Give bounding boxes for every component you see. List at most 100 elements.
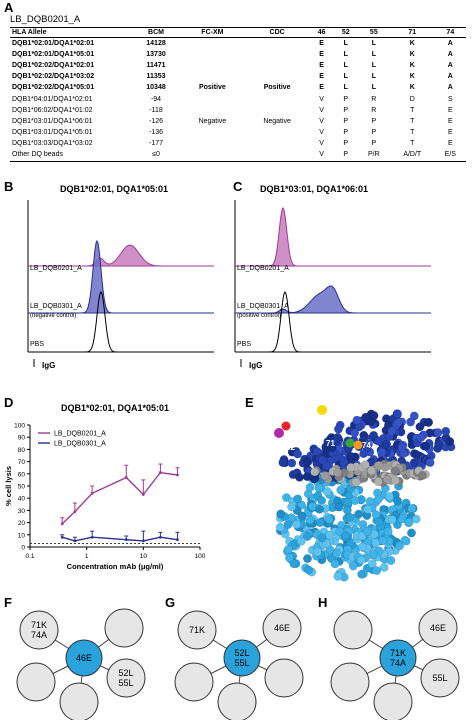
atom	[367, 559, 377, 569]
atom	[292, 520, 301, 529]
table-cell	[245, 38, 310, 50]
table-cell: K	[409, 61, 415, 69]
network-node-label-sat1: 71K	[189, 625, 205, 635]
table-cell: P	[371, 140, 377, 148]
atom	[409, 458, 419, 467]
y-tick-label: 80	[18, 447, 26, 454]
atom	[336, 485, 346, 495]
network-node	[262, 608, 302, 648]
table-cell: DQB1*04:01/DQA1*02:01	[12, 95, 93, 103]
flow-b-title: DQB1*02:01, DQA1*05:01	[60, 184, 169, 194]
atom	[416, 433, 426, 442]
table-cell: A	[447, 50, 453, 58]
table-cell: V	[319, 95, 324, 103]
network-node	[19, 610, 59, 650]
panel-label-d: D	[4, 395, 14, 410]
network-center-label: 52L	[234, 648, 249, 658]
network-center-node	[223, 639, 261, 677]
atom	[332, 548, 342, 558]
atom	[330, 559, 340, 569]
table-row: DQB1*03:03/DQA1*03:02 -177 V P P T E	[10, 139, 466, 150]
atom	[357, 531, 367, 541]
atom	[364, 439, 373, 449]
atom	[374, 461, 384, 470]
atom	[373, 477, 383, 487]
table-cell: -177	[149, 140, 164, 148]
atom	[393, 418, 403, 428]
atom	[397, 443, 407, 452]
atom	[417, 471, 427, 480]
network-node	[104, 608, 144, 648]
y-tick-label: 50	[18, 484, 26, 491]
y-tick-label: 60	[18, 471, 26, 478]
table-cell	[180, 139, 245, 150]
atom	[367, 466, 377, 476]
panel-label-a: A	[4, 0, 14, 15]
table-cell: V	[319, 129, 324, 137]
atom	[369, 411, 379, 421]
x-tick-label: 100	[195, 553, 206, 560]
table-cell: A	[447, 61, 453, 69]
table-cell: L	[343, 39, 348, 47]
residue-label: 55	[306, 425, 315, 434]
table-cell: L	[371, 50, 376, 58]
atom	[276, 509, 286, 519]
table-cell	[245, 60, 310, 71]
network-center-label: 46E	[76, 653, 92, 663]
table-cell: E	[319, 73, 324, 81]
data-point	[158, 535, 162, 539]
table-row: DQB1*02:01/DQA1*02:01 14128 E L L K A	[10, 38, 466, 50]
atom	[363, 526, 373, 536]
table-cell: V	[319, 117, 324, 125]
table-row: DQB1*02:01/DQA1*05:01 13730 E L L K A	[10, 49, 466, 60]
table-cell: V	[319, 106, 324, 114]
atom	[287, 458, 297, 468]
table-cell: P	[343, 129, 349, 137]
table-cell	[180, 105, 245, 116]
atom	[441, 426, 451, 436]
label-lb-dqb0301: LB_DQB0301_A	[30, 303, 82, 310]
table-cell: E	[319, 50, 324, 58]
x-axis-label: IgG	[249, 361, 262, 370]
network-node	[264, 658, 304, 698]
table-cell: L	[371, 61, 376, 69]
atom	[322, 538, 332, 548]
atom	[358, 542, 367, 552]
atom	[335, 527, 345, 536]
atom	[303, 554, 312, 564]
table-cell: T	[410, 129, 415, 137]
data-point	[141, 493, 145, 496]
data-point	[124, 476, 128, 479]
y-axis-label: % cell lysis	[4, 466, 13, 506]
atom	[275, 522, 285, 532]
atom	[433, 428, 443, 437]
atom	[406, 417, 416, 427]
table-cell: DQB1*02:01/DQA1*02:01	[12, 39, 95, 47]
table-cell: R	[371, 95, 377, 103]
residue-label: 46	[328, 415, 337, 424]
table-header-cell: 52	[333, 27, 358, 38]
table-cell: A	[447, 73, 453, 81]
atom	[351, 477, 361, 487]
panel-label-f: F	[4, 595, 12, 610]
atom	[369, 431, 379, 440]
atom	[341, 531, 350, 541]
network-node	[59, 682, 99, 720]
y-tick-label: 70	[18, 459, 26, 466]
atom	[285, 553, 294, 563]
atom	[393, 496, 403, 506]
table-cell: Other DQ beads	[10, 149, 132, 163]
atom	[302, 532, 312, 541]
atom	[357, 569, 367, 579]
table-cell: DQB1*03:01/DQA1*05:01	[12, 129, 93, 137]
network-node-label-sat1: 74A	[31, 630, 47, 640]
panel-label-c: C	[233, 179, 243, 194]
network-center-label: 71K	[390, 648, 406, 658]
network-node-label-sat2: 46E	[274, 623, 290, 633]
atom	[304, 565, 313, 575]
table-cell: DQB1*06:02/DQA1*01:02	[12, 106, 93, 114]
table-cell: E	[319, 61, 324, 69]
table-cell: 10348	[146, 84, 166, 92]
flow-histogram-b: IgG LB_DQB0201_A LB_DQB0301_A (negative con…	[27, 200, 214, 370]
flow-histogram-c: IgG LB_DQB0201_A LB_DQB0301_A (positive con…	[234, 200, 431, 370]
